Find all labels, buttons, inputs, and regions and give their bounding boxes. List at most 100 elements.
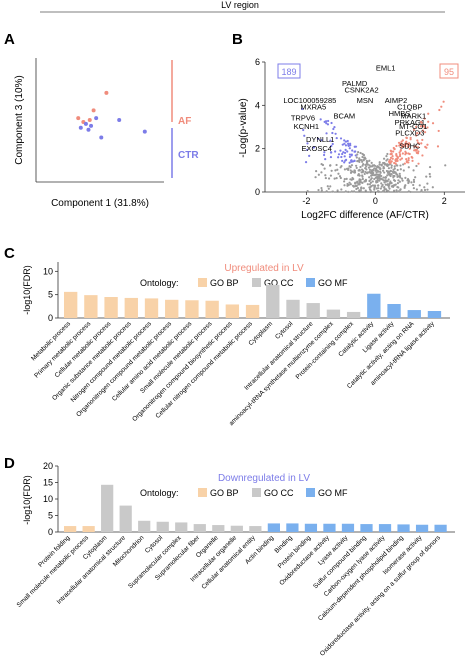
volcano-point	[362, 163, 365, 166]
volcano-point	[421, 124, 425, 128]
volcano-point	[359, 151, 362, 155]
volcano-point	[378, 173, 381, 176]
volcano-point	[304, 161, 308, 164]
volcano-point	[405, 160, 408, 163]
volcano-point	[427, 112, 430, 115]
volcano-point	[396, 164, 399, 167]
volcano-point	[348, 153, 352, 156]
volcano-point	[387, 185, 390, 188]
volcano-point	[384, 180, 388, 183]
volcano-point	[355, 184, 358, 188]
volcano-point	[325, 190, 328, 193]
pca-point-ctr	[78, 125, 83, 130]
volcano-point	[424, 145, 427, 148]
volcano-point	[399, 158, 402, 161]
pca-point-ctr	[99, 135, 104, 140]
volcano-point	[330, 121, 333, 125]
go-bar-mf	[427, 311, 442, 318]
volcano-point	[322, 153, 326, 157]
volcano-point	[337, 156, 340, 159]
volcano-gene-label: LOC100059285	[283, 96, 336, 105]
volcano-point	[386, 171, 389, 174]
volcano-point	[405, 158, 408, 161]
go-bar-cc	[119, 505, 132, 532]
volcano-point	[355, 164, 358, 167]
go-bar-mf	[323, 523, 336, 532]
volcano-point	[407, 190, 410, 193]
volcano-point	[393, 184, 396, 187]
volcano-point	[398, 172, 401, 175]
volcano-point	[419, 125, 422, 128]
volcano-point	[375, 171, 378, 174]
volcano-point	[389, 149, 392, 152]
legend-swatch-mf	[306, 278, 315, 287]
volcano-gene-label: MARK1	[400, 111, 426, 120]
volcano-gene-label: HMBS	[389, 109, 411, 118]
volcano-point	[324, 176, 327, 180]
volcano-point	[406, 179, 409, 182]
volcano-point	[335, 177, 338, 180]
pca-point-ctr	[94, 116, 99, 121]
volcano-point	[354, 181, 357, 184]
volcano-point	[349, 183, 352, 186]
volcano-point	[399, 168, 402, 171]
volcano-point	[394, 162, 397, 165]
volcano-point	[421, 154, 424, 157]
volcano-point	[338, 175, 342, 178]
volcano-point	[356, 159, 360, 163]
volcano-point	[377, 184, 380, 187]
volcano-point	[320, 189, 323, 192]
volcano-point	[325, 122, 328, 125]
ctr-group-label: CTR	[178, 150, 199, 161]
volcano-point	[380, 174, 383, 178]
volcano-point	[370, 161, 373, 164]
volcano-point	[378, 161, 381, 164]
volcano-point	[333, 177, 336, 180]
volcano-point	[369, 178, 372, 181]
volcano-point	[361, 177, 364, 181]
volcano-point	[343, 139, 346, 142]
go-bar-cc	[306, 303, 320, 318]
volcano-point	[395, 189, 398, 192]
volcano-point	[386, 158, 389, 161]
volcano-point	[402, 169, 405, 172]
volcano-point	[320, 138, 323, 142]
volcano-point	[336, 168, 339, 171]
volcano-gene-label: PALMD	[342, 79, 368, 88]
volcano-point	[404, 150, 407, 153]
go-bar-mf	[434, 524, 447, 532]
volcano-point	[334, 150, 337, 153]
go-bar-bp	[124, 297, 138, 318]
volcano-point	[426, 126, 429, 129]
volcano-point	[410, 181, 413, 184]
volcano-point	[360, 158, 363, 162]
volcano-point	[321, 163, 325, 167]
volcano-point	[320, 171, 323, 174]
volcano-point	[403, 162, 406, 165]
panel-letter-b: B	[232, 31, 243, 48]
legend-title: Ontology:	[140, 278, 179, 288]
volcano-point	[361, 152, 364, 156]
go-up-chart: Upregulated in LV Ontology: GO BP GO CC GO …	[22, 262, 450, 427]
volcano-point	[329, 164, 332, 167]
go-bar-cc	[212, 525, 225, 532]
volcano-point	[376, 165, 379, 168]
volcano-point	[418, 131, 421, 135]
volcano-point	[404, 143, 407, 146]
volcano-point	[365, 168, 368, 171]
volcano-point	[383, 171, 386, 174]
pca-point-af	[104, 90, 109, 95]
volcano-point	[400, 177, 404, 180]
volcano-point	[376, 180, 379, 184]
volcano-point	[306, 142, 309, 145]
volcano-point	[395, 144, 398, 148]
volcano-point	[330, 144, 333, 148]
pca-point-af	[76, 116, 81, 121]
volcano-point	[423, 188, 427, 192]
go-category-label: Protein folding	[37, 534, 72, 569]
volcano-point	[329, 185, 332, 188]
volcano-point	[368, 186, 371, 189]
volcano-y-tick-label: 2	[255, 144, 260, 154]
go-down-chart: Downregulated in LV Ontology: GO BP GO CC G…	[16, 461, 455, 658]
